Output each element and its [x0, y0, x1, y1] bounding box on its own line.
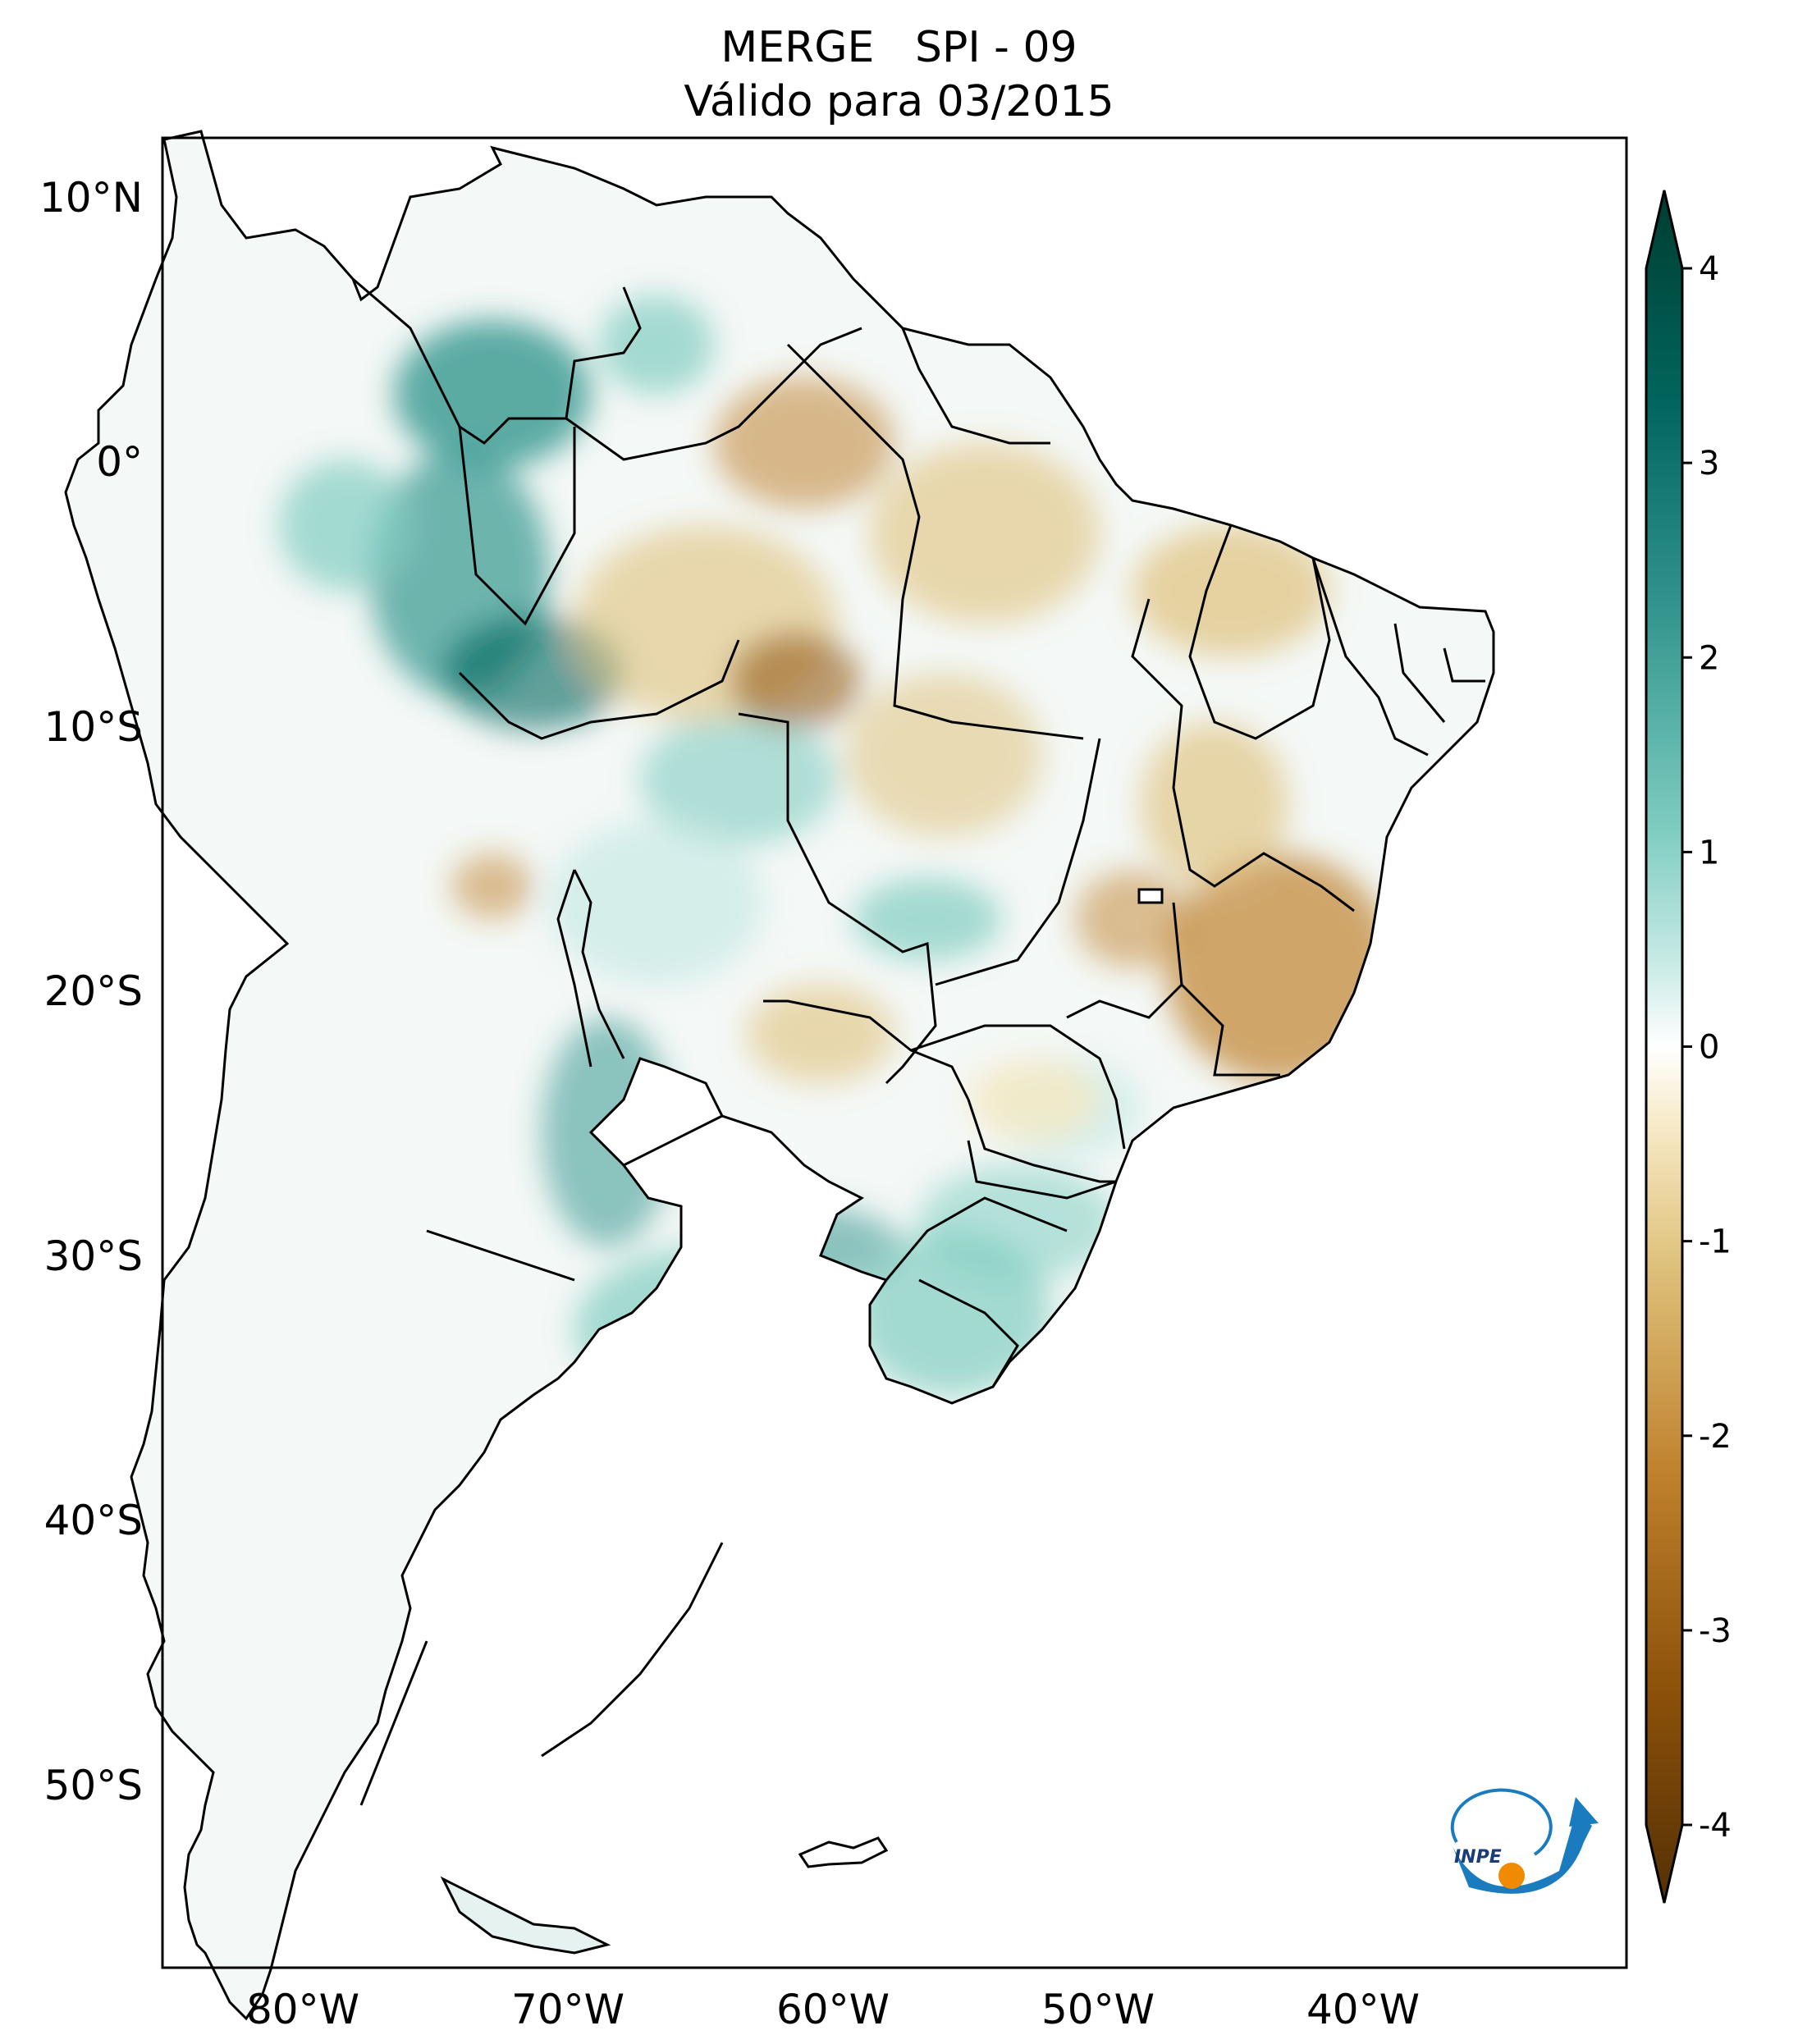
- falklands: [798, 1836, 889, 1868]
- borders: [352, 277, 1485, 1806]
- logo-ring: [1450, 1788, 1553, 1856]
- colorbar-tick-label: 0: [1699, 1029, 1719, 1067]
- federal-district: [1137, 888, 1164, 904]
- colorbar-tick-label: 3: [1699, 445, 1719, 482]
- lat-tick-label: 0°: [96, 438, 143, 486]
- lon-tick-label: 40°W: [1306, 1986, 1420, 2033]
- lat-tick-label: 10°S: [44, 703, 143, 751]
- colorbar-tick-label: -4: [1699, 1807, 1732, 1845]
- colorbar-tick-label: 4: [1699, 250, 1719, 288]
- lon-tick-label: 60°W: [776, 1986, 890, 2033]
- colorbar-tick-label: 2: [1699, 639, 1719, 677]
- logo-text: INPE: [1454, 1847, 1502, 1868]
- lon-tick-label: 70°W: [511, 1986, 624, 2033]
- title-line-1: MERGE SPI - 09: [721, 23, 1077, 72]
- tierra-del-fuego: [440, 1876, 611, 1955]
- title-line-2: Válido para 03/2015: [684, 77, 1114, 126]
- logo-dot: [1498, 1863, 1525, 1889]
- colorbar: 4 3 2 1 0 -1 -2 -3 -4: [1645, 190, 1732, 1904]
- lat-tick-label: 30°S: [44, 1232, 143, 1280]
- lon-tick-label: 80°W: [246, 1986, 359, 2033]
- inpe-logo: INPE: [1450, 1788, 1599, 1894]
- logo-swoosh: [1453, 1813, 1592, 1894]
- lat-tick-label: 10°N: [39, 174, 143, 222]
- colorbar-tick-label: -1: [1699, 1223, 1732, 1261]
- lat-tick-label: 20°S: [44, 967, 143, 1015]
- lat-tick-label: 50°S: [44, 1762, 143, 1809]
- colorbar-tick-label: -2: [1699, 1418, 1732, 1456]
- lon-tick-label: 50°W: [1041, 1986, 1155, 2033]
- colorbar-tick-label: 1: [1699, 834, 1719, 871]
- colorbar-bar: [1645, 190, 1684, 1904]
- colorbar-tick-label: -3: [1699, 1612, 1732, 1650]
- lat-tick-label: 40°S: [44, 1497, 143, 1544]
- coastline: [64, 130, 1495, 2021]
- logo-arrow-icon: [1569, 1797, 1599, 1827]
- map-frame: [161, 136, 1628, 1969]
